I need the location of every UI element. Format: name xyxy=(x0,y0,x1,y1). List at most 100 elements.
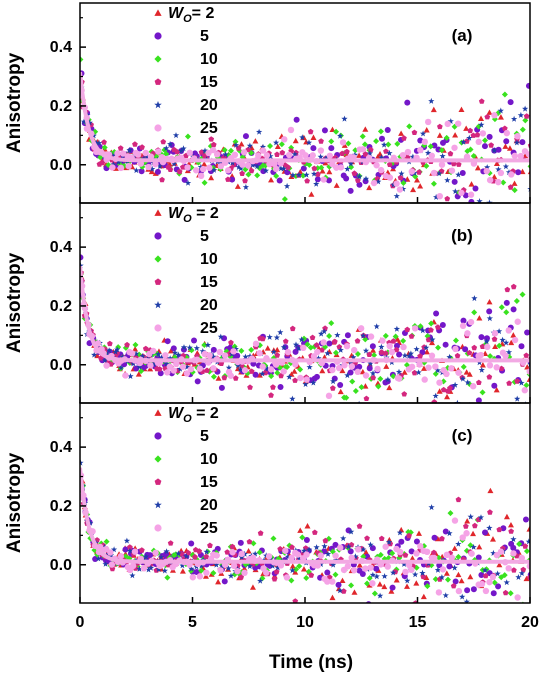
data-point xyxy=(526,368,530,375)
data-point xyxy=(202,573,209,579)
legend-marker xyxy=(154,255,162,263)
data-point xyxy=(257,530,264,536)
data-point xyxy=(493,160,500,167)
data-point xyxy=(163,360,170,367)
data-point xyxy=(478,115,485,121)
data-point xyxy=(484,343,491,351)
data-point xyxy=(167,540,174,546)
data-point xyxy=(498,365,505,371)
data-point xyxy=(413,538,420,545)
data-point xyxy=(455,161,462,167)
data-point xyxy=(386,174,394,181)
data-point xyxy=(373,565,380,572)
data-point xyxy=(401,391,408,397)
legend-marker xyxy=(154,324,162,332)
data-point xyxy=(447,118,454,124)
data-point xyxy=(260,335,266,342)
fit-curve xyxy=(80,467,530,564)
data-point xyxy=(311,165,318,171)
data-point xyxy=(110,546,118,553)
data-point xyxy=(317,153,324,160)
data-point xyxy=(128,350,136,357)
data-point xyxy=(241,565,248,571)
data-point xyxy=(362,565,369,572)
data-point xyxy=(270,348,277,355)
data-point xyxy=(460,363,467,370)
panel-label: (a) xyxy=(452,26,473,45)
data-point xyxy=(229,549,236,556)
data-point xyxy=(325,177,332,184)
data-point xyxy=(183,370,191,377)
fit-curve xyxy=(80,266,530,363)
data-point xyxy=(446,563,453,570)
data-point xyxy=(213,151,221,158)
data-point xyxy=(409,153,417,160)
data-point xyxy=(432,392,439,399)
data-point xyxy=(400,560,408,567)
data-point xyxy=(282,338,289,344)
data-point xyxy=(381,141,388,148)
data-point xyxy=(249,161,256,168)
data-point xyxy=(381,583,388,590)
data-point xyxy=(349,378,356,385)
data-point xyxy=(222,151,229,158)
data-point xyxy=(348,528,355,535)
data-point xyxy=(282,547,289,554)
data-point xyxy=(193,344,200,351)
data-point xyxy=(277,546,283,552)
data-point xyxy=(329,366,336,374)
data-point xyxy=(474,132,481,138)
data-point xyxy=(221,147,228,154)
data-point xyxy=(455,540,462,547)
data-point xyxy=(256,350,263,357)
data-point xyxy=(102,560,109,567)
data-point xyxy=(188,540,195,547)
data-point xyxy=(526,376,530,382)
data-point xyxy=(419,327,426,334)
data-point xyxy=(218,384,225,391)
data-point xyxy=(315,355,322,362)
data-point xyxy=(171,160,178,167)
legend-marker-diamond xyxy=(154,455,162,463)
data-point xyxy=(321,328,328,335)
data-point xyxy=(378,349,385,355)
data-point xyxy=(322,325,328,331)
data-point xyxy=(136,363,143,370)
legend-label: 25 xyxy=(200,520,218,537)
data-point xyxy=(108,561,116,568)
data-point xyxy=(350,567,358,574)
data-point xyxy=(192,167,200,174)
data-point xyxy=(468,181,475,187)
data-point xyxy=(241,367,249,374)
data-point xyxy=(437,123,443,130)
legend-label: 25 xyxy=(200,120,218,137)
data-point xyxy=(139,144,145,150)
data-point xyxy=(511,180,518,186)
data-point xyxy=(317,147,325,154)
data-point xyxy=(420,365,427,371)
data-point xyxy=(445,414,451,420)
data-point xyxy=(336,587,344,594)
data-point xyxy=(300,566,307,572)
data-point xyxy=(429,609,435,615)
data-point xyxy=(227,572,235,579)
data-point xyxy=(495,166,502,173)
data-point xyxy=(159,176,165,183)
data-point xyxy=(194,378,201,385)
data-point xyxy=(277,165,285,172)
data-point xyxy=(445,607,451,612)
data-point xyxy=(259,147,267,154)
data-point xyxy=(167,140,174,147)
data-point xyxy=(246,563,253,569)
data-point xyxy=(297,366,304,373)
data-point xyxy=(478,571,485,578)
data-point xyxy=(177,365,184,372)
data-point xyxy=(501,572,508,579)
data-point xyxy=(256,128,263,135)
data-point xyxy=(447,385,453,391)
data-point xyxy=(101,139,107,145)
data-point xyxy=(525,82,530,89)
data-point xyxy=(436,170,443,177)
data-point xyxy=(394,140,401,147)
data-point xyxy=(215,375,222,381)
